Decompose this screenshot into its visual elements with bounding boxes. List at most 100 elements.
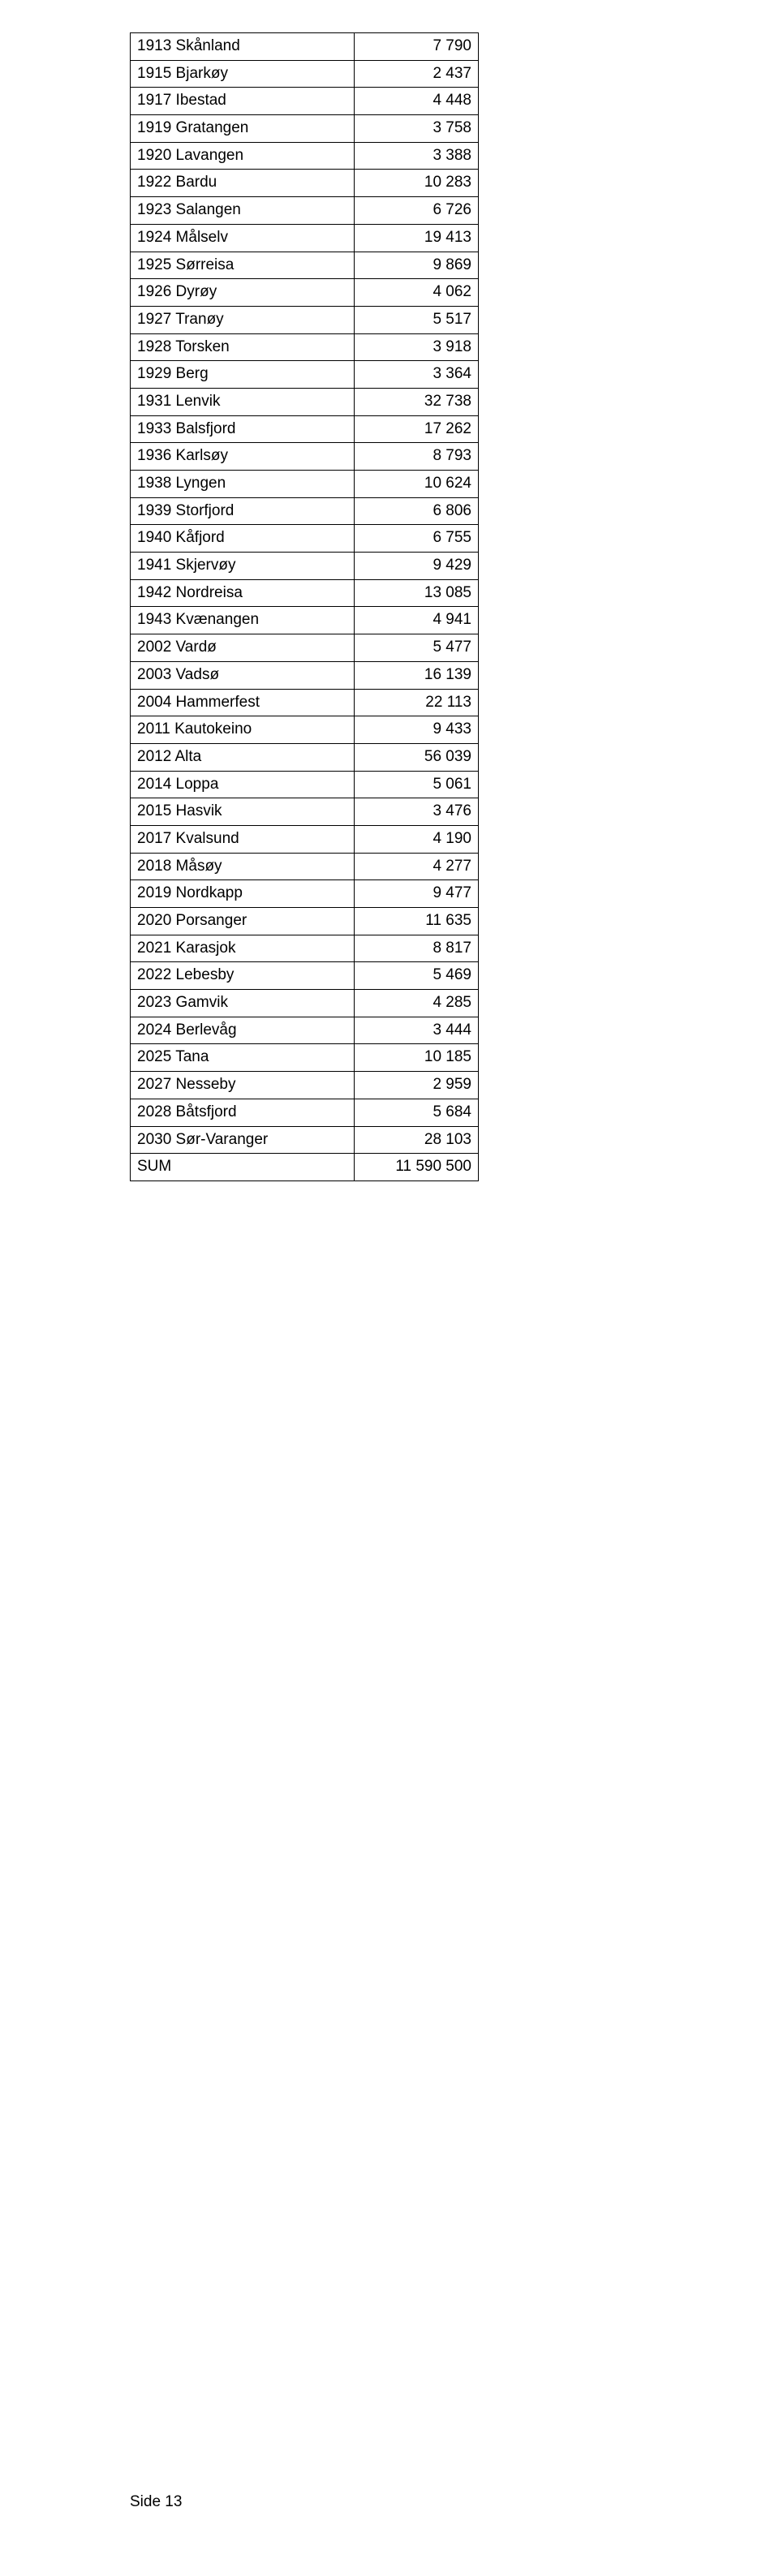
table-row: 1929 Berg3 364 bbox=[131, 361, 479, 389]
row-name: 2018 Måsøy bbox=[131, 853, 355, 880]
table-row: 1928 Torsken3 918 bbox=[131, 333, 479, 361]
table-row: 2024 Berlevåg3 444 bbox=[131, 1017, 479, 1044]
row-name: 1915 Bjarkøy bbox=[131, 60, 355, 88]
row-value: 3 476 bbox=[355, 798, 479, 826]
row-name: 2023 Gamvik bbox=[131, 990, 355, 1017]
table-row: 1941 Skjervøy9 429 bbox=[131, 553, 479, 580]
row-name: 2012 Alta bbox=[131, 743, 355, 771]
row-value: 5 469 bbox=[355, 962, 479, 990]
table-row: 1915 Bjarkøy2 437 bbox=[131, 60, 479, 88]
row-value: 8 793 bbox=[355, 443, 479, 471]
table-row: 1943 Kvænangen4 941 bbox=[131, 607, 479, 634]
row-name: 2004 Hammerfest bbox=[131, 689, 355, 716]
table-row: 1939 Storfjord6 806 bbox=[131, 497, 479, 525]
row-name: 2030 Sør-Varanger bbox=[131, 1126, 355, 1154]
row-name: 1919 Gratangen bbox=[131, 115, 355, 143]
table-row: 2019 Nordkapp9 477 bbox=[131, 880, 479, 908]
table-row: 2020 Porsanger11 635 bbox=[131, 908, 479, 935]
table-row: 2025 Tana10 185 bbox=[131, 1044, 479, 1072]
row-value: 9 433 bbox=[355, 716, 479, 744]
row-value: 28 103 bbox=[355, 1126, 479, 1154]
table-row: 2002 Vardø5 477 bbox=[131, 634, 479, 662]
table-row: 2011 Kautokeino9 433 bbox=[131, 716, 479, 744]
row-value: 9 429 bbox=[355, 553, 479, 580]
row-value: 4 448 bbox=[355, 88, 479, 115]
table-row: 1936 Karlsøy8 793 bbox=[131, 443, 479, 471]
table-row: 2003 Vadsø16 139 bbox=[131, 661, 479, 689]
row-name: 1926 Dyrøy bbox=[131, 279, 355, 307]
row-name: 2024 Berlevåg bbox=[131, 1017, 355, 1044]
row-name: 2025 Tana bbox=[131, 1044, 355, 1072]
row-name: 1940 Kåfjord bbox=[131, 525, 355, 553]
table-row: 1919 Gratangen3 758 bbox=[131, 115, 479, 143]
row-name: 1943 Kvænangen bbox=[131, 607, 355, 634]
row-name: 1922 Bardu bbox=[131, 170, 355, 197]
page-footer: Side 13 bbox=[130, 2493, 182, 2511]
row-name: 2019 Nordkapp bbox=[131, 880, 355, 908]
row-name: 1942 Nordreisa bbox=[131, 579, 355, 607]
row-value: 4 062 bbox=[355, 279, 479, 307]
table-row: 2028 Båtsfjord5 684 bbox=[131, 1099, 479, 1126]
municipality-table: 1913 Skånland7 7901915 Bjarkøy2 4371917 … bbox=[130, 32, 479, 1181]
row-name: 1913 Skånland bbox=[131, 33, 355, 61]
row-value: 8 817 bbox=[355, 935, 479, 962]
row-value: 3 364 bbox=[355, 361, 479, 389]
row-value: 32 738 bbox=[355, 388, 479, 415]
table-row: 1927 Tranøy5 517 bbox=[131, 306, 479, 333]
row-name: 1936 Karlsøy bbox=[131, 443, 355, 471]
row-value: 17 262 bbox=[355, 415, 479, 443]
table-row: 2027 Nesseby2 959 bbox=[131, 1072, 479, 1099]
table-row: 1940 Kåfjord6 755 bbox=[131, 525, 479, 553]
row-value: 4 285 bbox=[355, 990, 479, 1017]
row-value: 56 039 bbox=[355, 743, 479, 771]
table-row: 2004 Hammerfest22 113 bbox=[131, 689, 479, 716]
table-row: 2022 Lebesby5 469 bbox=[131, 962, 479, 990]
row-value: 3 918 bbox=[355, 333, 479, 361]
row-value: 5 477 bbox=[355, 634, 479, 662]
row-value: 13 085 bbox=[355, 579, 479, 607]
table-row: 1938 Lyngen10 624 bbox=[131, 471, 479, 498]
row-name: 1931 Lenvik bbox=[131, 388, 355, 415]
row-value: 10 283 bbox=[355, 170, 479, 197]
row-name: 1923 Salangen bbox=[131, 197, 355, 225]
table-row: 2030 Sør-Varanger28 103 bbox=[131, 1126, 479, 1154]
table-row: 2018 Måsøy4 277 bbox=[131, 853, 479, 880]
table-row: 2021 Karasjok8 817 bbox=[131, 935, 479, 962]
row-value: 11 635 bbox=[355, 908, 479, 935]
row-name: 2027 Nesseby bbox=[131, 1072, 355, 1099]
row-value: 3 444 bbox=[355, 1017, 479, 1044]
row-name: 2011 Kautokeino bbox=[131, 716, 355, 744]
row-name: 1927 Tranøy bbox=[131, 306, 355, 333]
row-name: 1920 Lavangen bbox=[131, 142, 355, 170]
table-row: 2014 Loppa5 061 bbox=[131, 771, 479, 798]
row-value: 3 758 bbox=[355, 115, 479, 143]
row-value: 22 113 bbox=[355, 689, 479, 716]
row-value: 5 517 bbox=[355, 306, 479, 333]
table-row: 1923 Salangen6 726 bbox=[131, 197, 479, 225]
row-value: 10 624 bbox=[355, 471, 479, 498]
row-value: 4 277 bbox=[355, 853, 479, 880]
table-row: 1925 Sørreisa9 869 bbox=[131, 252, 479, 279]
table-row: 1922 Bardu10 283 bbox=[131, 170, 479, 197]
row-name: 2020 Porsanger bbox=[131, 908, 355, 935]
row-value: 6 755 bbox=[355, 525, 479, 553]
row-value: 10 185 bbox=[355, 1044, 479, 1072]
row-value: 7 790 bbox=[355, 33, 479, 61]
row-name: 1939 Storfjord bbox=[131, 497, 355, 525]
table-row: 1931 Lenvik32 738 bbox=[131, 388, 479, 415]
table-row: 2015 Hasvik3 476 bbox=[131, 798, 479, 826]
table-row: 1920 Lavangen3 388 bbox=[131, 142, 479, 170]
row-name: 1933 Balsfjord bbox=[131, 415, 355, 443]
row-name: 2002 Vardø bbox=[131, 634, 355, 662]
row-value: 9 477 bbox=[355, 880, 479, 908]
row-value: 2 437 bbox=[355, 60, 479, 88]
row-name: SUM bbox=[131, 1154, 355, 1181]
row-name: 2017 Kvalsund bbox=[131, 825, 355, 853]
table-row: SUM11 590 500 bbox=[131, 1154, 479, 1181]
row-value: 6 806 bbox=[355, 497, 479, 525]
table-row: 1926 Dyrøy4 062 bbox=[131, 279, 479, 307]
table-row: 2012 Alta56 039 bbox=[131, 743, 479, 771]
row-name: 2021 Karasjok bbox=[131, 935, 355, 962]
row-name: 2014 Loppa bbox=[131, 771, 355, 798]
row-value: 16 139 bbox=[355, 661, 479, 689]
